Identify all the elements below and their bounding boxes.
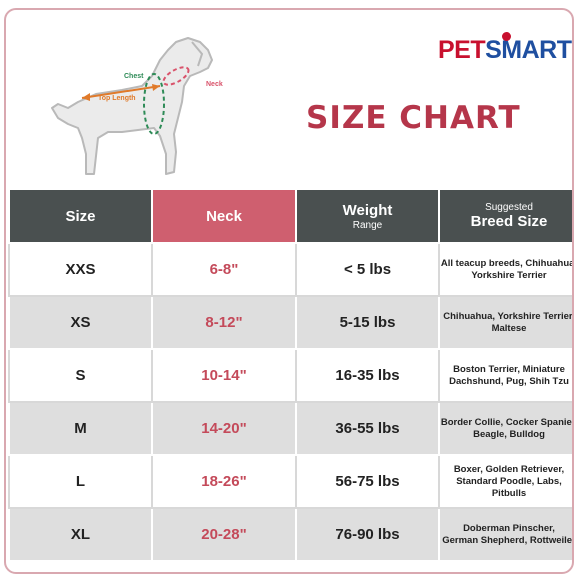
page-title: SIZE CHART [306, 100, 521, 136]
table-row: XXS 6-8" < 5 lbs All teacup breeds, Chih… [8, 242, 572, 297]
neck-cell: 8-12" [151, 295, 297, 350]
neck-cell: 20-28" [151, 507, 297, 562]
neck-cell: 18-26" [151, 454, 297, 509]
size-table: Size Neck Weight Range Suggested Breed S… [8, 188, 572, 562]
neck-cell: 10-14" [151, 348, 297, 403]
petsmart-logo: PETSMART [438, 32, 572, 76]
header-neck: Neck [151, 188, 297, 244]
weight-cell: 5-15 lbs [295, 295, 440, 350]
weight-cell: 56-75 lbs [295, 454, 440, 509]
dog-measurement-diagram: Chest Neck Top Length [51, 37, 223, 175]
table-row: XL 20-28" 76-90 lbs Doberman Pinscher, Ge… [8, 507, 572, 562]
header-weight-sub: Range [352, 219, 383, 231]
breed-cell: Boston Terrier, Miniature Dachshund, Pug,… [438, 348, 572, 403]
size-cell: XS [8, 295, 153, 350]
weight-cell: < 5 lbs [295, 242, 440, 297]
table-row: S 10-14" 16-35 lbs Boston Terrier, Minia… [8, 348, 572, 403]
size-cell: XL [8, 507, 153, 562]
size-cell: S [8, 348, 153, 403]
table-row: L 18-26" 56-75 lbs Boxer, Golden Retriev… [8, 454, 572, 509]
weight-cell: 76-90 lbs [295, 507, 440, 562]
table-header-row: Size Neck Weight Range Suggested Breed S… [8, 188, 572, 244]
breed-cell: Border Collie, Cocker Spaniel, Beagle, Bu… [438, 401, 572, 456]
weight-cell: 16-35 lbs [295, 348, 440, 403]
header-breed-label: Breed Size [470, 213, 548, 230]
size-chart-card: Chest Neck Top Length PETSMART SIZE CHAR… [4, 8, 574, 574]
dog-silhouette [51, 37, 213, 175]
breed-cell: Doberman Pinscher, German Shepherd, Rottw… [438, 507, 572, 562]
breed-cell: All teacup breeds, Chihuahua, Yorkshire T… [438, 242, 572, 297]
breed-cell: Boxer, Golden Retriever, Standard Poodle,… [438, 454, 572, 509]
size-cell: XXS [8, 242, 153, 297]
header-weight: Weight Range [295, 188, 440, 244]
logo-smart: SMART [485, 36, 572, 64]
logo-ball-icon [502, 32, 511, 41]
breed-cell: Chihuahua, Yorkshire Terrier, Maltese [438, 295, 572, 350]
header-size: Size [8, 188, 153, 244]
neck-cell: 6-8" [151, 242, 297, 297]
header-weight-label: Weight [342, 201, 393, 219]
table-row: XS 8-12" 5-15 lbs Chihuahua, Yorkshire T… [8, 295, 572, 350]
neck-cell: 14-20" [151, 401, 297, 456]
header-breed-sub: Suggested [485, 202, 533, 213]
size-cell: L [8, 454, 153, 509]
size-cell: M [8, 401, 153, 456]
neck-label: Neck [206, 81, 223, 88]
chest-label: Chest [124, 73, 144, 80]
table-row: M 14-20" 36-55 lbs Border Collie, Cocker… [8, 401, 572, 456]
top-length-label: Top Length [98, 95, 136, 102]
chart-header: Chest Neck Top Length PETSMART SIZE CHAR… [6, 10, 572, 188]
logo-pet: PET [438, 36, 486, 64]
header-breed: Suggested Breed Size [438, 188, 572, 244]
weight-cell: 36-55 lbs [295, 401, 440, 456]
